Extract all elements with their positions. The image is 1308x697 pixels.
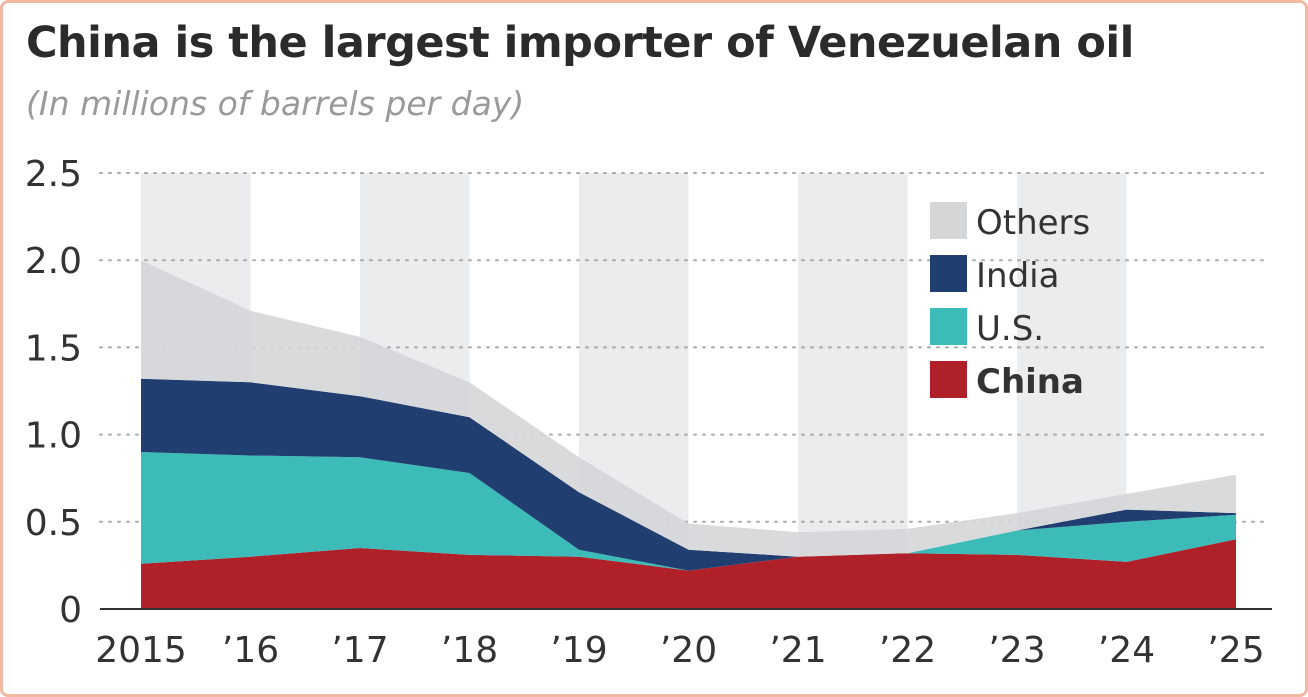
y-tick-label: 2.5 <box>25 154 82 195</box>
x-tick-label: ’21 <box>769 630 826 671</box>
x-tick-label: ’22 <box>879 630 936 671</box>
legend-label: U.S. <box>976 309 1044 349</box>
legend-swatch <box>930 202 967 239</box>
x-tick-label: ’19 <box>550 630 607 671</box>
area-india <box>141 378 1236 571</box>
y-tick-label: 1.5 <box>25 328 82 369</box>
x-tick-label: ’17 <box>331 630 388 671</box>
x-tick-label: ’16 <box>222 630 279 671</box>
legend-swatch <box>930 308 967 345</box>
x-tick-label: ’23 <box>988 630 1045 671</box>
legend-label: China <box>976 362 1084 402</box>
chart-title: China is the largest importer of Venezue… <box>26 18 1134 68</box>
x-tick-label: ’24 <box>1098 630 1155 671</box>
x-tick-label: ’25 <box>1207 630 1264 671</box>
chart-subtitle: (In millions of barrels per day) <box>26 84 525 123</box>
x-tick-label: 2015 <box>95 630 187 671</box>
legend-swatch <box>930 361 967 398</box>
y-tick-label: 2.0 <box>25 241 82 282</box>
area-u-s <box>141 452 1236 571</box>
y-tick-label: 0.5 <box>25 503 82 544</box>
area-china <box>141 539 1236 609</box>
x-tick-label: ’20 <box>660 630 717 671</box>
y-tick-label: 0 <box>59 590 82 631</box>
legend-label: India <box>976 256 1059 296</box>
legend-label: Others <box>976 203 1090 243</box>
x-tick-label: ’18 <box>441 630 498 671</box>
y-tick-label: 1.0 <box>25 416 82 457</box>
legend-swatch <box>930 255 967 292</box>
